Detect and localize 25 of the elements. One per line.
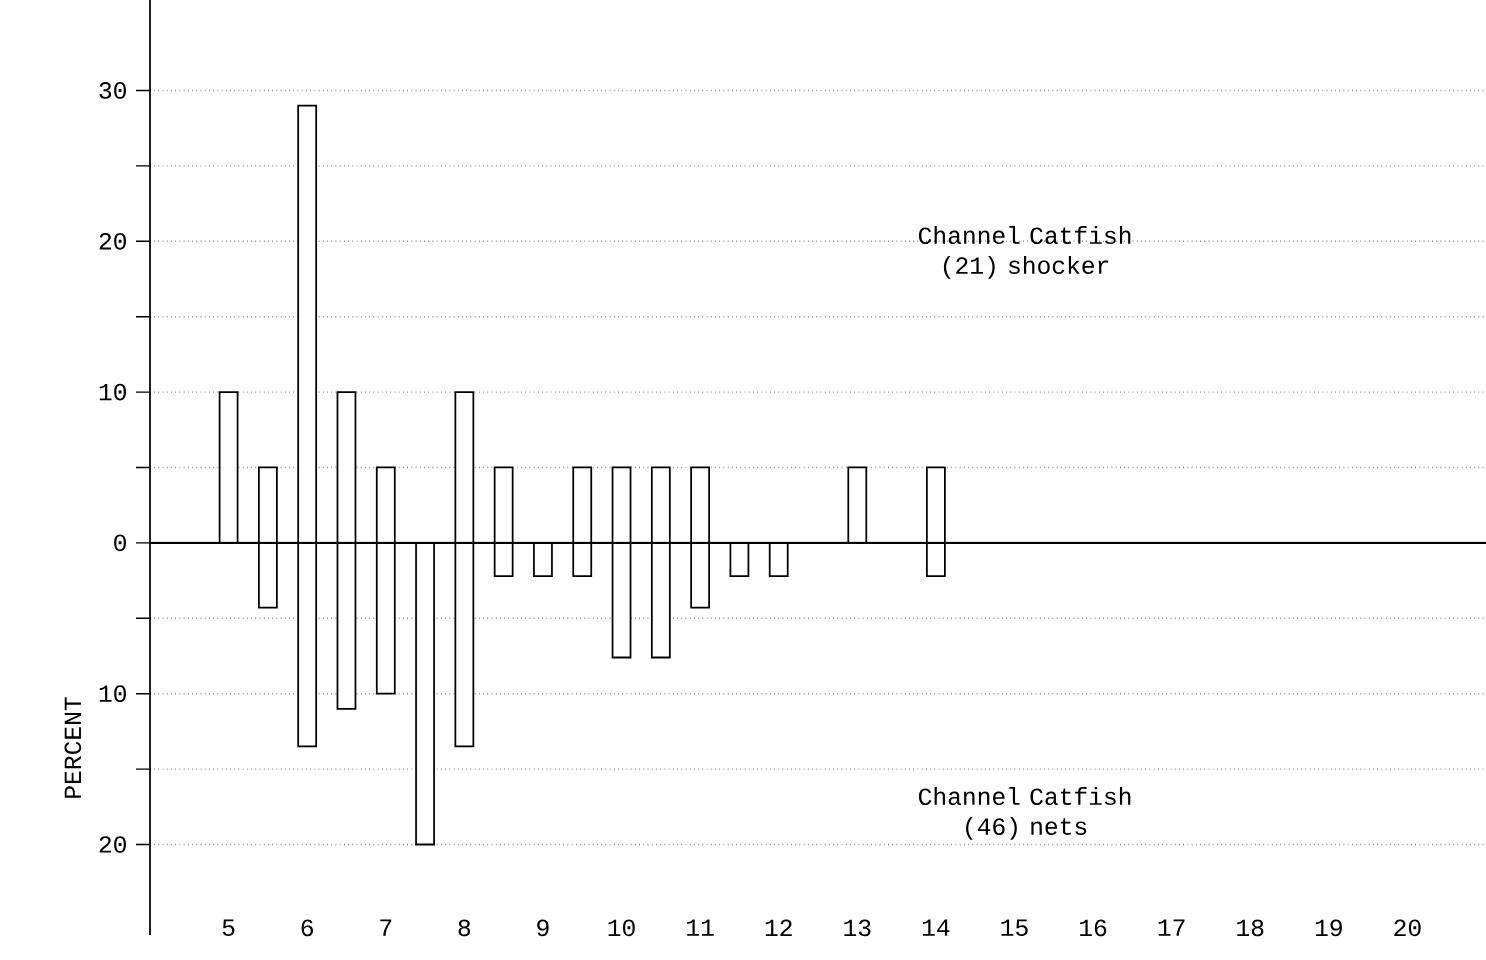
x-tick-label: 9 [537,919,549,937]
y-tick-label: 20 [99,836,126,853]
x-tick-label: 15 [1001,919,1028,936]
y-tick-label: 30 [99,82,126,99]
x-tick-label: 20 [1394,919,1421,937]
x-tick-label: 17 [1158,919,1185,936]
x-tick-label: 14 [922,919,950,936]
y-tick-label: 0 [114,534,126,552]
x-tick-label: 11 [687,919,714,936]
x-tick-label: 13 [844,919,871,937]
y-tick-label: 10 [99,685,126,703]
y-axis-title: PERCENT [64,697,82,798]
x-tick-label: 7 [380,919,392,936]
text: Channel Catfish (46) nets [918,787,1131,840]
y-tick-label: 20 [99,232,126,250]
x-tick-label: 6 [301,919,313,937]
x-tick-label: 18 [1237,919,1264,937]
y-tick-label: 10 [99,383,126,401]
text: Channel Catfish (21) shocker [918,226,1131,279]
x-tick-label: 12 [765,919,792,936]
x-tick-label: 8 [458,919,471,937]
x-tick-label: 16 [1080,919,1107,937]
x-tick-label: 19 [1315,919,1342,937]
x-tick-label: 5 [222,919,235,936]
x-tick-label: 10 [608,919,635,937]
